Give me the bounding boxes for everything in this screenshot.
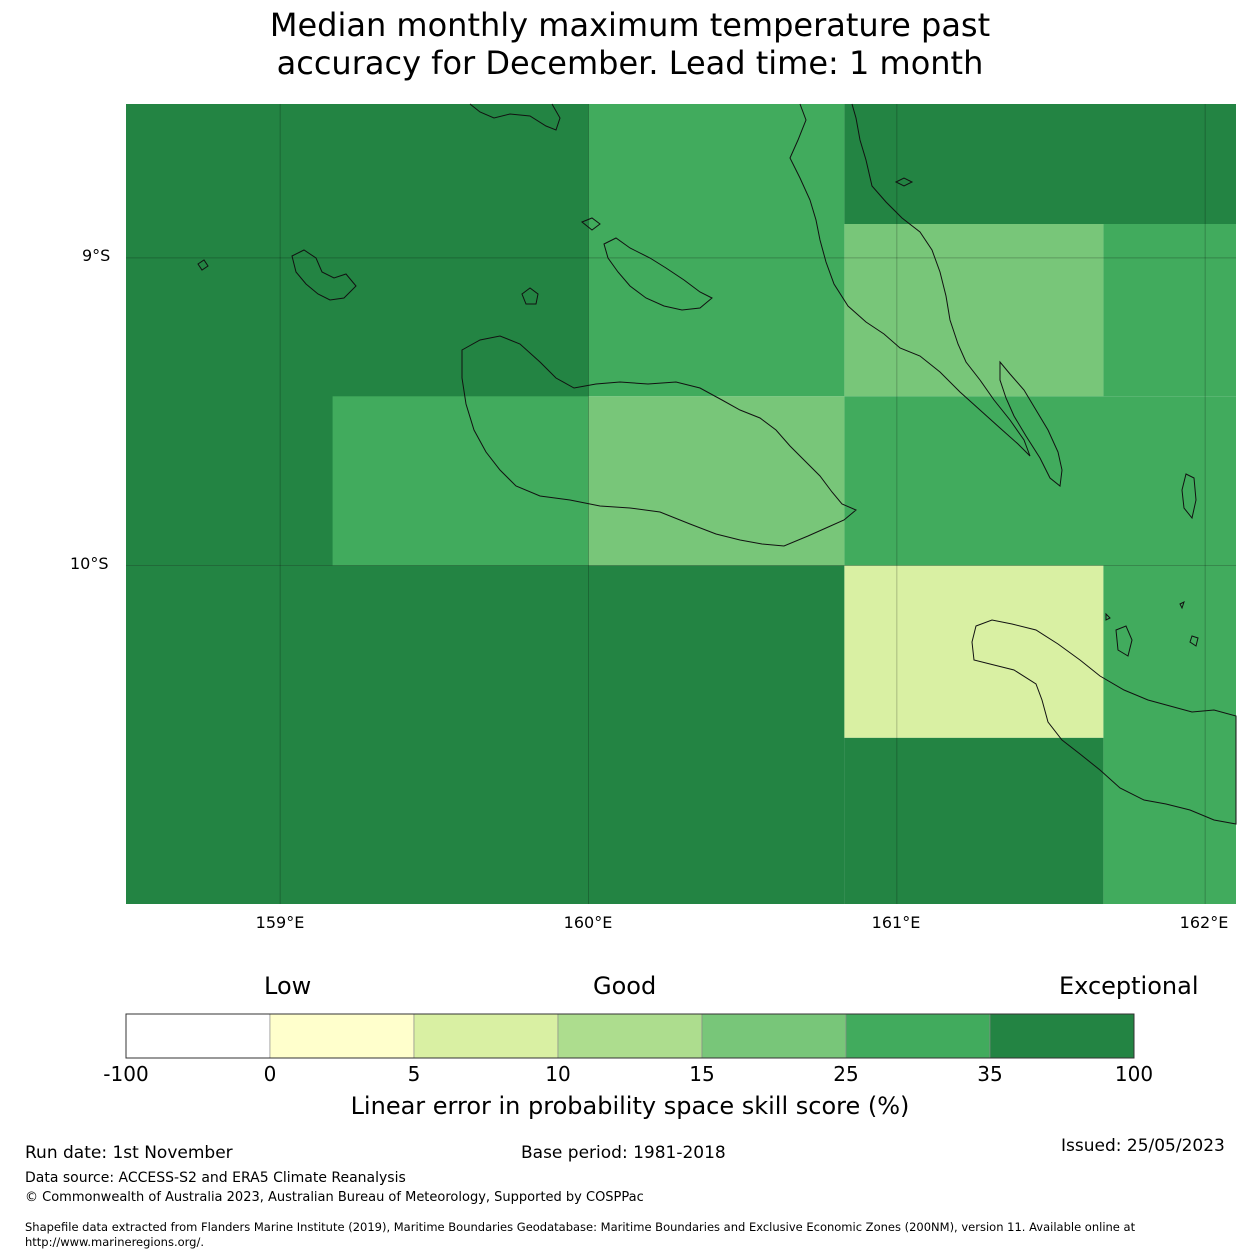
- skill-cell: [1103, 565, 1236, 904]
- colorbar-frame: [125, 1013, 1135, 1059]
- skill-cell: [844, 565, 1104, 738]
- lat-tick-label: 9°S: [82, 246, 111, 265]
- coastline-savo: [521, 287, 539, 305]
- run-date: Run date: 1st November: [25, 1143, 233, 1163]
- skill-cell: [332, 396, 589, 566]
- map-title: Median monthly maximum temperature past …: [269, 6, 991, 82]
- colorbar-bin: [701, 1013, 847, 1059]
- coastline-nggela-islet: [581, 217, 601, 231]
- skill-cell: [588, 104, 845, 397]
- colorbar-tick-label: 10: [545, 1062, 571, 1086]
- colorbar-bin: [125, 1013, 271, 1059]
- skill-cell: [844, 224, 1104, 397]
- colorbar-tick-label: 35: [977, 1062, 1003, 1086]
- colorbar-bin: [413, 1013, 559, 1059]
- coastline-makira: [971, 619, 1237, 825]
- coastline-ulawa: [1115, 625, 1133, 657]
- coastline-florida-islands: [603, 237, 713, 311]
- colorbar-bins: [125, 1013, 1135, 1059]
- coastline-russell-islet: [197, 259, 209, 271]
- colorbar-bin: [557, 1013, 703, 1059]
- coastline-north-fragment: [469, 103, 561, 131]
- lat-tick-label: 10°S: [70, 554, 109, 573]
- skill-cell: [1103, 224, 1236, 397]
- base-period: Base period: 1981-2018: [521, 1143, 726, 1163]
- coastline-santa-isabel: [789, 103, 1031, 457]
- lon-tick-label: 160°E: [563, 913, 613, 932]
- coastline-russell-islands: [291, 249, 357, 301]
- legend-category-exceptional: Exceptional: [1059, 972, 1199, 1000]
- coastline-guadalcanal: [461, 335, 857, 547]
- data-source: Data source: ACCESS-S2 and ERA5 Climate …: [25, 1170, 406, 1186]
- coastline-small-island-east: [1181, 473, 1197, 520]
- colorbar-bin: [845, 1013, 991, 1059]
- lon-tick-label: 161°E: [871, 913, 921, 932]
- colorbar-tick-label: 5: [407, 1062, 421, 1086]
- legend-category-good: Good: [593, 972, 657, 1000]
- colorbar-bin: [269, 1013, 415, 1059]
- skill-cell: [844, 104, 1236, 224]
- legend-category-low: Low: [264, 972, 312, 1000]
- colorbar-tick-label: 15: [689, 1062, 715, 1086]
- skill-cell: [844, 396, 1236, 566]
- lon-tick-label: 162°E: [1179, 913, 1229, 932]
- coastline-islet-east-1: [1179, 601, 1185, 610]
- colorbar-tick-label: 0: [263, 1062, 277, 1086]
- shapefile-credit: Shapefile data extracted from Flanders M…: [25, 1220, 1136, 1249]
- colorbar-tick-label: 25: [833, 1062, 859, 1086]
- colorbar-title: Linear error in probability space skill …: [350, 1092, 910, 1120]
- coastline-malaita: [999, 360, 1063, 487]
- lon-tick-label: 159°E: [255, 913, 305, 932]
- copyright: © Commonwealth of Australia 2023, Austra…: [25, 1190, 644, 1205]
- coastline-islet-east-2: [1189, 635, 1199, 647]
- colorbar-tick-label: 100: [1114, 1062, 1154, 1086]
- skill-cell: [588, 396, 845, 566]
- issued-date: Issued: 25/05/2023: [1061, 1136, 1225, 1156]
- coastline-islet-east-3: [1105, 612, 1111, 621]
- coastlines: [197, 103, 1237, 825]
- coastline-isabel-islet: [894, 177, 914, 187]
- skill-cell: [844, 737, 1104, 904]
- skill-cell: [126, 565, 845, 904]
- colorbar-tick-label: -100: [103, 1062, 149, 1086]
- colorbar-bin: [989, 1013, 1135, 1059]
- skill-cells: [126, 104, 1236, 904]
